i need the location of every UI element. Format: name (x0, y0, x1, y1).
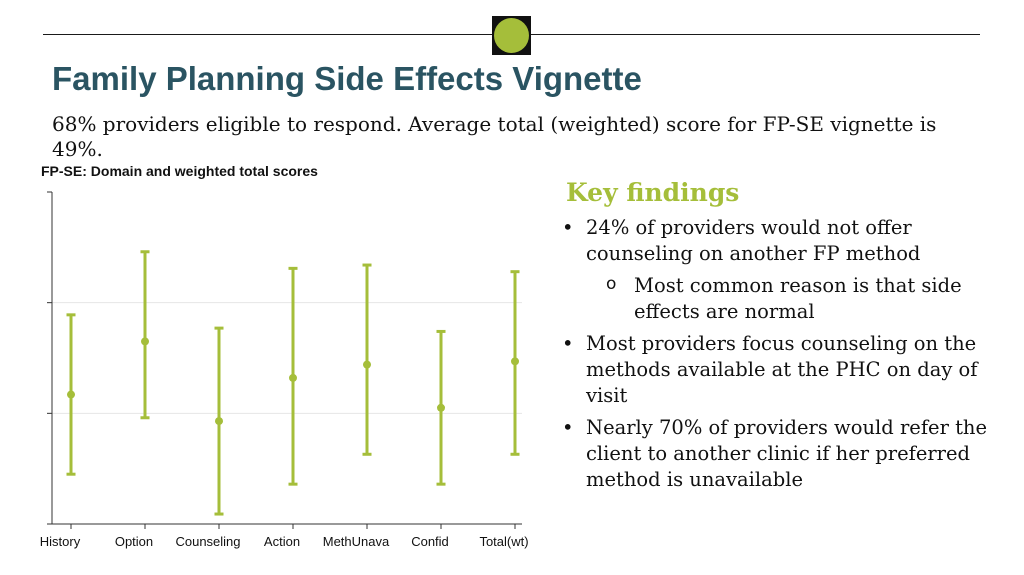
page-subtitle: 68% providers eligible to respond. Avera… (52, 112, 937, 161)
finding-text: Nearly 70% of providers would refer the … (586, 416, 988, 491)
x-tick-label: Action (264, 534, 300, 549)
chart-axes (47, 191, 522, 529)
x-tick-label: Confid (411, 534, 449, 549)
sub-finding-item: o Most common reason is that side effect… (562, 273, 1002, 325)
finding-text: 24% of providers would not offer counsel… (586, 216, 921, 265)
bullet-icon: • (562, 332, 574, 355)
data-point (289, 373, 297, 382)
data-point (141, 337, 149, 346)
x-tick-label: Total(wt) (479, 534, 528, 549)
finding-text: Most providers focus counseling on the m… (586, 332, 978, 407)
data-point (215, 417, 223, 426)
data-point (511, 357, 519, 366)
bullet-icon: • (562, 216, 574, 239)
x-tick-label: Option (115, 534, 153, 549)
bullet-icon: • (562, 416, 574, 439)
chart-marks (66, 250, 520, 516)
chart-grid (52, 302, 522, 414)
key-findings-panel: Key findings • 24% of providers would no… (562, 178, 1002, 499)
chart-title: FP-SE: Domain and weighted total scores (41, 163, 318, 179)
data-point (437, 403, 445, 412)
x-tick-label: Counseling (175, 534, 240, 549)
x-tick-label: History (40, 534, 81, 549)
sub-bullet-icon: o (606, 274, 617, 294)
key-findings-heading: Key findings (566, 178, 740, 207)
green-circle-icon (494, 18, 529, 53)
logo-badge (492, 16, 531, 55)
data-point (363, 360, 371, 369)
data-point (67, 390, 75, 399)
page-title: Family Planning Side Effects Vignette (52, 60, 642, 97)
sub-finding-text: Most common reason is that side effects … (634, 274, 962, 323)
finding-item: • Most providers focus counseling on the… (562, 331, 1002, 409)
chart-tick-labels: History Option Counseling Action MethUnava Co… (40, 534, 529, 549)
finding-item: • Nearly 70% of providers would refer th… (562, 415, 1002, 493)
x-tick-label: MethUnava (323, 534, 390, 549)
error-bar-chart: History Option Counseling Action MethUnava Co… (40, 191, 529, 549)
finding-item: • 24% of providers would not offer couns… (562, 215, 1002, 267)
